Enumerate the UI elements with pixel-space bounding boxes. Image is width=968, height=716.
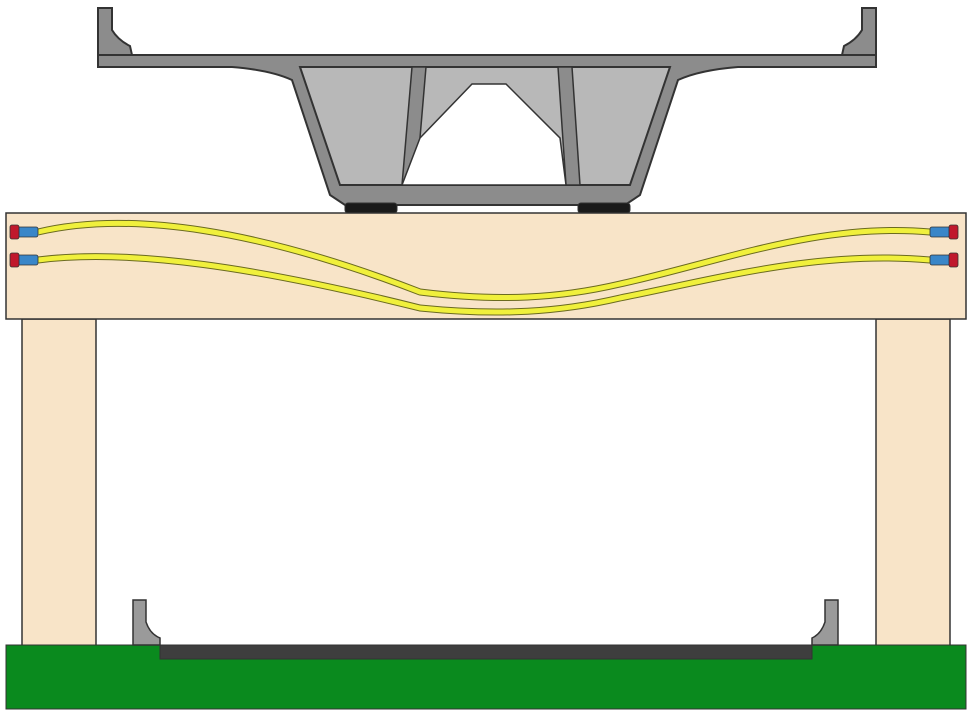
anchorage-right-upper (929, 224, 959, 240)
box-girder-superstructure (97, 7, 877, 206)
lower-barrier-right (811, 599, 839, 646)
box-web-right (557, 66, 581, 186)
lower-barrier-left (132, 599, 161, 646)
deck-barrier-right (840, 7, 877, 56)
column-left (21, 318, 97, 650)
anchorage-left-upper (9, 224, 39, 240)
column-right (875, 318, 951, 650)
bearing-right (577, 202, 631, 214)
box-girder-void (400, 83, 567, 186)
bearing-left (344, 202, 398, 214)
tendon-anchorages (9, 224, 959, 268)
post-tensioning-tendons (37, 219, 931, 316)
cap-beam (5, 212, 967, 320)
tendon-upper (37, 220, 931, 301)
anchorage-left-lower (9, 252, 39, 268)
tendon-lower (37, 254, 931, 315)
deck-barrier-left (97, 7, 134, 56)
anchorage-right-lower (929, 252, 959, 268)
lower-roadway (132, 599, 839, 660)
bearings (344, 202, 631, 214)
lower-roadway-slab (159, 644, 813, 660)
